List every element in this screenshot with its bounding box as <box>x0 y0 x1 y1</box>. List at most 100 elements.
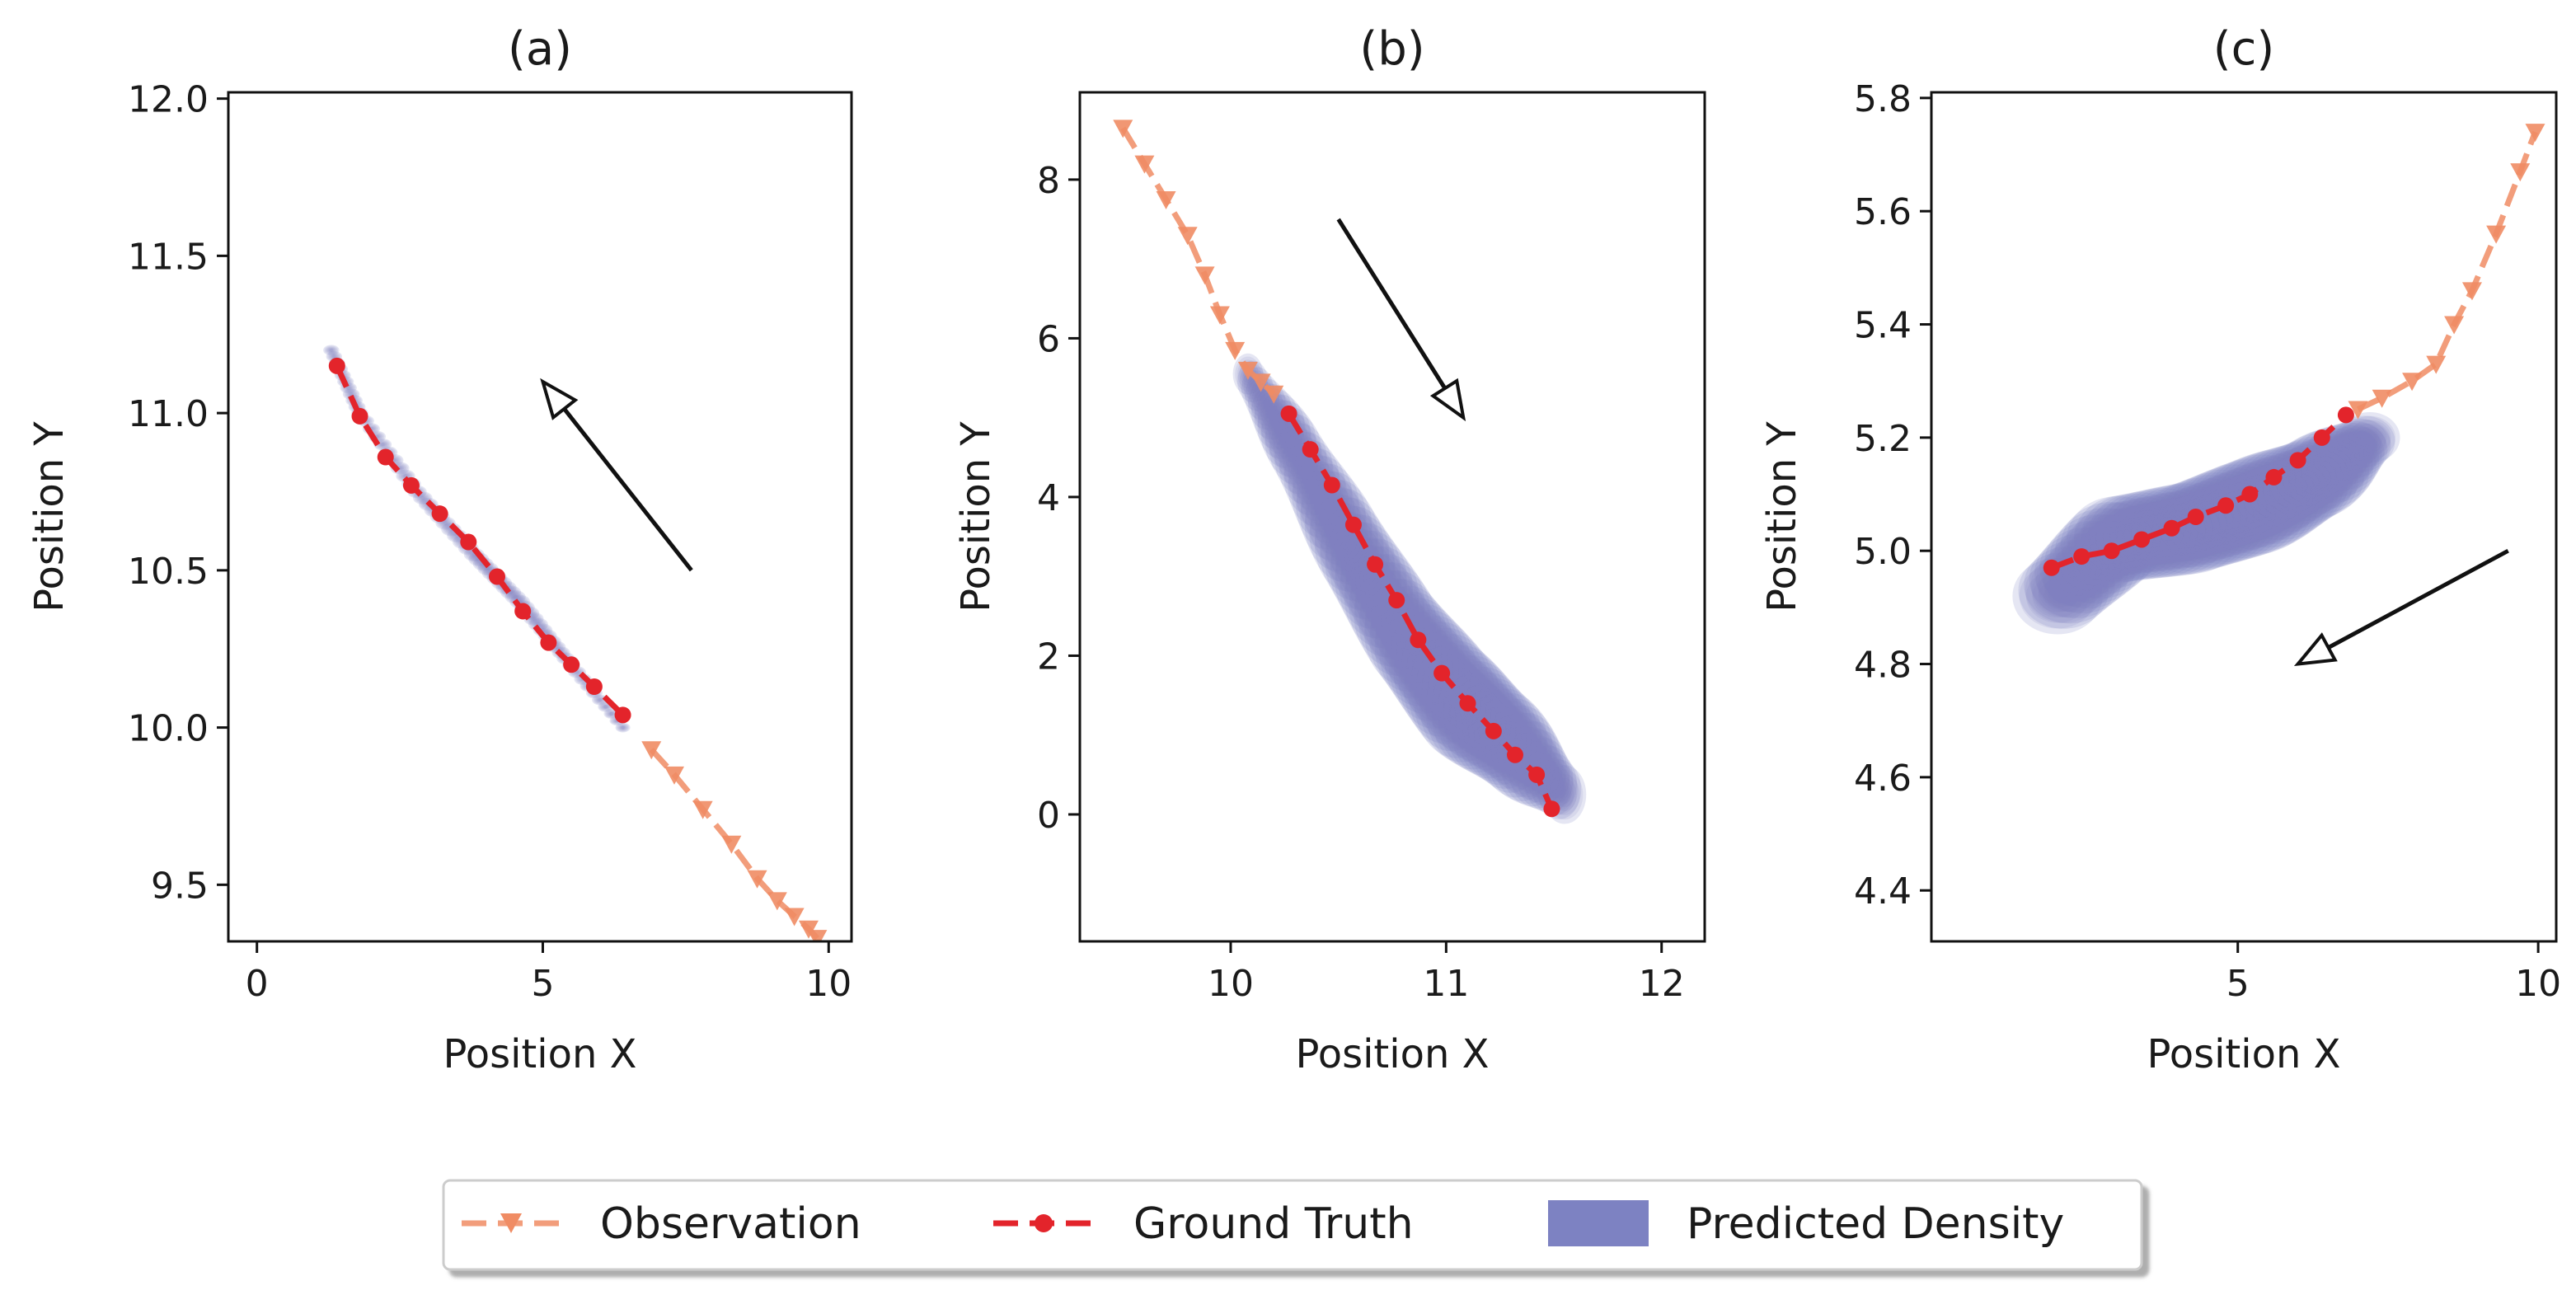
density-blob <box>1292 453 1342 521</box>
density-blob <box>1493 712 1561 805</box>
legend-box <box>442 1179 2143 1271</box>
density-blob <box>1358 570 1437 676</box>
observation-point <box>1237 361 1258 380</box>
density-blob <box>2038 569 2090 612</box>
ground-truth-point <box>1367 556 1384 573</box>
density-blob <box>1360 566 1392 610</box>
density-blob <box>324 345 339 355</box>
density-blob <box>1304 479 1372 572</box>
density-blob <box>2250 485 2286 515</box>
observation-point <box>798 920 819 939</box>
density-blob <box>1288 446 1335 510</box>
density-blob <box>2345 434 2373 457</box>
density-blob <box>616 723 630 732</box>
density-blob <box>2283 465 2325 501</box>
subplot-a: (a) 0 5 10 9.5 10.0 10.5 11.0 11.5 12.0 Position… <box>26 22 853 1077</box>
plot-content <box>323 345 828 941</box>
density-blob <box>510 594 520 600</box>
density-blob <box>2012 557 2103 635</box>
density-blob <box>1555 783 1564 795</box>
ground-truth-point <box>1506 746 1523 763</box>
density-blob <box>2261 439 2358 522</box>
subplot-c: (c) 5 10 4.4 4.6 4.8 5.0 5.2 5.4 5.6 5.8 Position… <box>1759 22 2561 1077</box>
density-blob <box>504 590 526 604</box>
observation-point <box>641 741 662 760</box>
density-blob <box>597 698 603 702</box>
density-blob <box>2316 434 2371 481</box>
density-blob <box>2061 566 2090 592</box>
density-blob <box>2336 426 2381 465</box>
density-blob <box>2237 498 2261 518</box>
density-blob <box>1560 788 1570 801</box>
density-blob <box>1290 442 1301 457</box>
observation-point <box>2486 225 2507 244</box>
density-blob <box>332 354 336 359</box>
density-blob <box>1319 496 1348 536</box>
direction-arrow-shaft <box>2327 548 2509 650</box>
observation-point <box>767 892 787 911</box>
density-blob <box>1422 653 1471 719</box>
observation-point <box>747 870 767 889</box>
ground-truth-point <box>1459 695 1476 712</box>
density-blob <box>2320 420 2388 479</box>
density-blob <box>530 617 537 622</box>
density-blob <box>1365 578 1419 651</box>
density-blob <box>2363 432 2377 443</box>
density-blob <box>2054 582 2073 598</box>
density-blob <box>1546 774 1561 795</box>
density-blob <box>2173 506 2220 546</box>
density-blob <box>2136 490 2229 569</box>
density-blob <box>1389 609 1471 722</box>
density-blob <box>2295 467 2325 493</box>
density-blob <box>1272 413 1281 425</box>
ground-truth-line <box>334 364 626 717</box>
density-blob <box>2081 501 2169 575</box>
x-axis-label: Position X <box>443 1031 636 1077</box>
density-blob <box>1387 608 1431 669</box>
legend-item-ground-truth: Ground Truth <box>993 1199 1414 1249</box>
y-tick-label: 4.6 <box>1854 758 1912 800</box>
density-blob <box>506 591 524 603</box>
ground-truth-point <box>2337 406 2354 424</box>
density-blob <box>2234 455 2326 533</box>
density-blob <box>1306 470 1317 486</box>
density-blob <box>2295 459 2337 495</box>
density-blob <box>1328 511 1349 540</box>
density-blob <box>2225 495 2260 525</box>
density-blob <box>1531 753 1577 816</box>
density-blob <box>1316 488 1329 505</box>
y-tick-label: 9.5 <box>151 865 209 907</box>
plot-content <box>1113 120 1587 824</box>
density-blob <box>1360 569 1414 642</box>
y-tick-label: 0 <box>1037 795 1060 837</box>
density-blob <box>1558 785 1572 804</box>
density-blob <box>442 521 449 526</box>
density-blob <box>2294 433 2370 498</box>
observation-point <box>692 800 713 819</box>
observation-point <box>1177 227 1198 246</box>
observation-point <box>721 835 742 854</box>
density-blob <box>420 495 426 500</box>
density-blob <box>1355 560 1397 617</box>
density-blob <box>2337 443 2360 463</box>
observation-point <box>664 766 684 785</box>
density-blob <box>2343 423 2386 460</box>
y-tick-label: 10.5 <box>128 551 209 593</box>
legend-item-observation: Observation <box>462 1199 861 1249</box>
density-blob <box>2210 483 2275 537</box>
density-blob <box>1315 493 1363 558</box>
density-blob <box>2283 457 2337 504</box>
ground-truth-point <box>1433 664 1451 682</box>
density-blob <box>2287 476 2308 495</box>
density-blob <box>594 696 606 704</box>
density-blob <box>2135 482 2244 575</box>
observation-point <box>807 930 828 941</box>
plot-content <box>2012 124 2546 667</box>
ground-truth-point <box>460 533 477 551</box>
density-blob <box>1370 587 1437 678</box>
density-blob <box>1320 506 1390 601</box>
x-tick-label: 5 <box>2226 963 2250 1005</box>
plot-frame <box>1930 91 2558 943</box>
plot-frame <box>1078 91 1706 943</box>
density-blob <box>2313 448 2352 482</box>
